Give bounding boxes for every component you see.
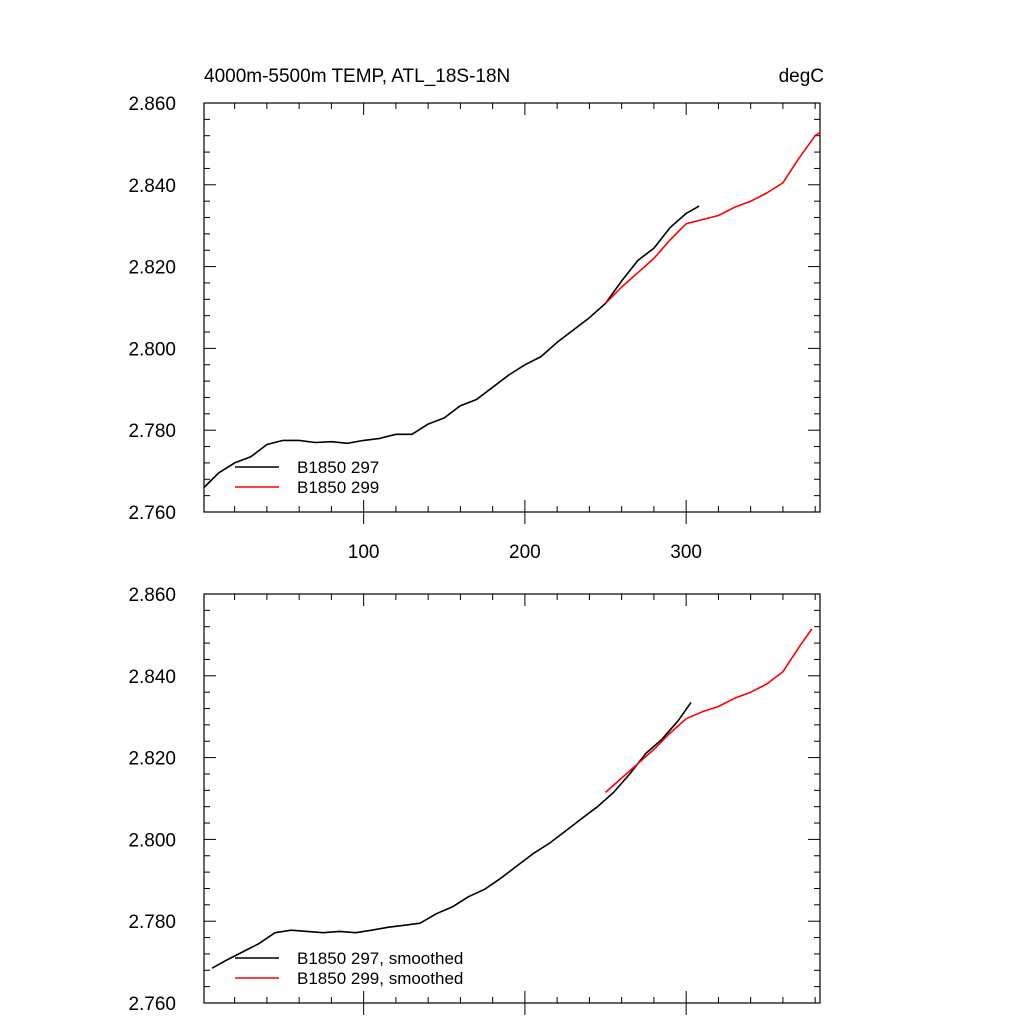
legend-label: B1850 297, smoothed: [297, 949, 463, 968]
x-tick-label: 100: [348, 542, 380, 563]
y-tick-label: 2.780: [128, 912, 176, 933]
y-tick-label: 2.860: [128, 94, 176, 115]
legend-label: B1850 299, smoothed: [297, 969, 463, 988]
y-tick-label: 2.800: [128, 339, 176, 360]
y-tick-label: 2.840: [128, 667, 176, 688]
y-tick-label: 2.760: [128, 503, 176, 524]
y-tick-label: 2.820: [128, 258, 176, 279]
units-label: degC: [779, 66, 824, 87]
plot-frame: [203, 593, 821, 1004]
legend-label: B1850 299: [297, 478, 379, 497]
series-line: [203, 205, 700, 489]
y-tick-label: 2.840: [128, 176, 176, 197]
series-line: [604, 131, 821, 304]
x-tick-label: 300: [670, 542, 702, 563]
series-line: [211, 701, 692, 969]
y-tick-label: 2.760: [128, 994, 176, 1015]
y-tick-label: 2.800: [128, 830, 176, 851]
y-tick-label: 2.860: [128, 585, 176, 606]
plot-frame: [203, 102, 821, 513]
chart-title: 4000m-5500m TEMP, ATL_18S-18N: [204, 66, 510, 87]
y-tick-label: 2.780: [128, 421, 176, 442]
x-tick-label: 200: [509, 542, 541, 563]
legend-label: B1850 297: [297, 458, 379, 477]
series-line: [604, 628, 813, 793]
top-panel: 4000m-5500m TEMP, ATL_18S-18N degC 2.760…: [128, 66, 824, 563]
y-tick-label: 2.820: [128, 749, 176, 770]
bottom-panel: 2.760 2.780 2.800 2.820 2.840 2.860 B1850 297,…: [128, 585, 821, 1015]
